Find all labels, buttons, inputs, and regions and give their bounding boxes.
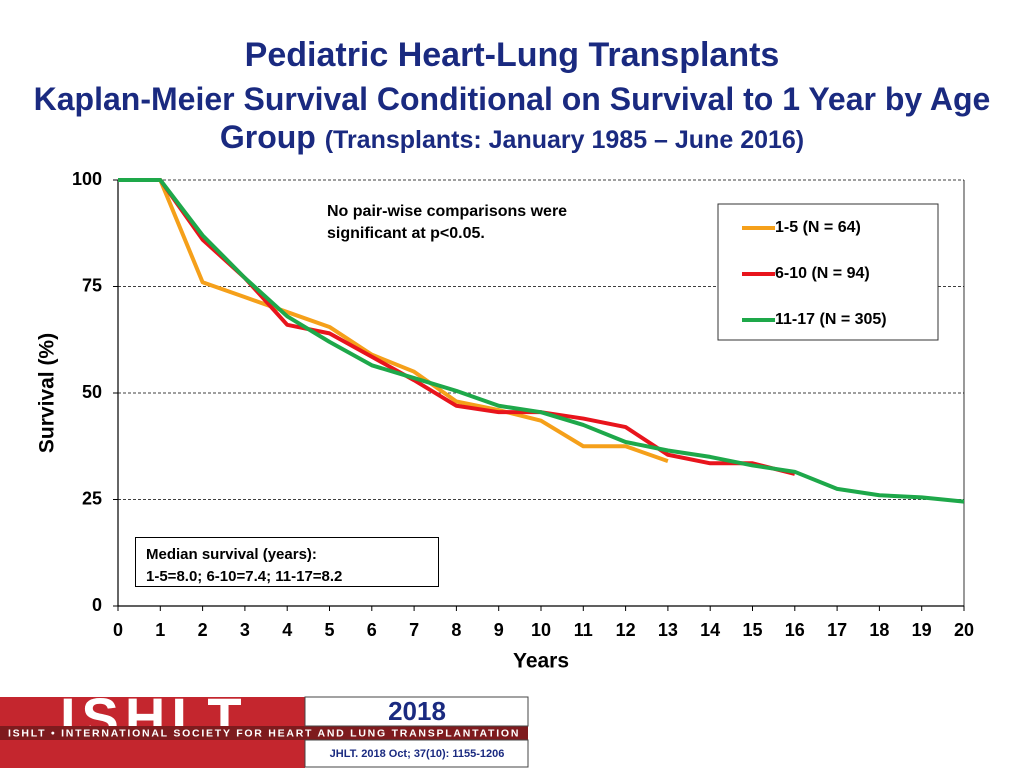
chart-title: Pediatric Heart-Lung Transplants [244, 36, 780, 74]
x-tick-label: 16 [785, 620, 805, 640]
annotation: Median survival (years): [146, 546, 317, 563]
median-box: Median survival (years): 1-5=8.0; 6-10=7… [135, 537, 439, 587]
x-tick-label: 19 [912, 620, 932, 640]
series-line [118, 178, 965, 504]
x-tick-label: 6 [367, 620, 377, 640]
x-tick-label: 5 [324, 620, 334, 640]
x-tick-label: 11 [574, 620, 593, 640]
x-tick-label: 10 [531, 620, 551, 640]
y-tick-label: 75 [82, 275, 102, 295]
subtitle-block: Kaplan-Meier Survival Conditional on Sur… [20, 80, 1004, 159]
society-name: ISHLT • INTERNATIONAL SOCIETY FOR HEART … [8, 727, 520, 739]
y-axis-label: Survival (%) [36, 333, 59, 453]
footer-year: 2018 [388, 696, 446, 726]
x-tick-label: 8 [451, 620, 461, 640]
chart-subtitle: Kaplan-Meier Survival Conditional on Sur… [33, 81, 991, 155]
x-tick-label: 0 [113, 620, 123, 640]
x-tick-label: 2 [198, 620, 208, 640]
subtitle-note: (Transplants: January 1985 – June 2016) [324, 126, 805, 154]
x-axis-label: Years [513, 650, 569, 673]
x-tick-label: 3 [240, 620, 250, 640]
x-tick-label: 13 [658, 620, 678, 640]
logo-strip [0, 726, 528, 740]
y-tick-label: 25 [82, 488, 102, 508]
x-tick-label: 20 [954, 620, 974, 640]
x-tick-label: 18 [869, 620, 889, 640]
footer-citation: JHLT. 2018 Oct; 37(10): 1155-1206 [330, 748, 505, 760]
x-tick-label: 17 [827, 620, 847, 640]
x-tick-label: 7 [409, 620, 419, 640]
legend-label: 1-5 (N = 64) [775, 219, 861, 236]
annotation: No pair-wise comparisons were significan… [327, 203, 568, 242]
x-tick-label: 4 [282, 620, 292, 640]
y-tick-label: 100 [72, 169, 102, 189]
annotation: 1-5=8.0; 6-10=7.4; 11-17=8.2 [146, 568, 343, 585]
legend-label: 11-17 (N = 305) [775, 311, 887, 328]
legend-label: 6-10 (N = 94) [775, 265, 870, 282]
x-tick-label: 12 [616, 620, 636, 640]
x-tick-label: 1 [155, 620, 165, 640]
x-tick-label: 14 [700, 620, 720, 640]
x-tick-label: 9 [494, 620, 504, 640]
x-tick-label: 15 [742, 620, 762, 640]
y-tick-label: 50 [82, 382, 102, 402]
citation-box [304, 696, 529, 727]
y-tick-label: 0 [92, 595, 102, 615]
series-line [118, 178, 669, 464]
citation-box [304, 739, 529, 768]
